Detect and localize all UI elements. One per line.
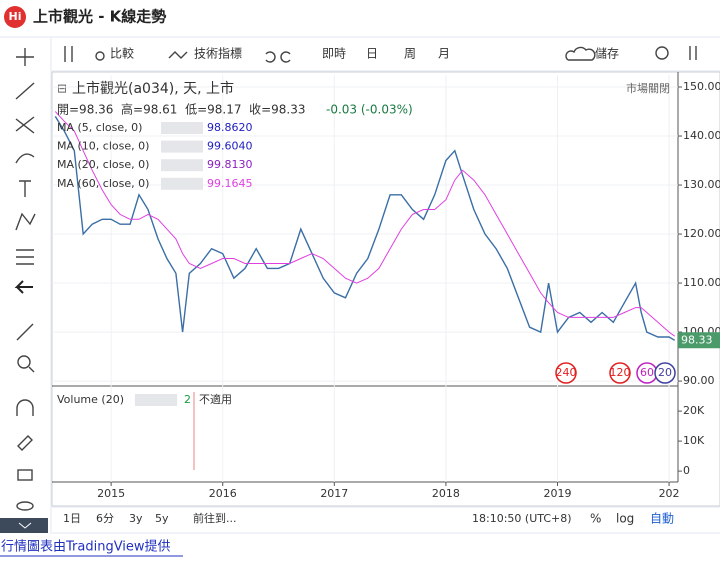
ohlc: 開=98.36 高=98.61 低=98.17 收=98.33 [57,102,306,117]
indicator-name: MA (60, close, 0) [57,177,149,190]
volume-value: 2 [184,393,191,406]
x-tick-label: 2015 [97,487,125,500]
ma-marker-label: 240 [556,366,577,379]
scale-option[interactable]: log [616,512,634,526]
page-title: 上市觀光 - K線走勢 [33,8,166,26]
y-tick-label: 140.00 [683,129,720,142]
price-label: 98.33 [681,333,713,346]
toolbar-button[interactable]: 比較 [110,46,134,61]
logo [4,6,26,28]
ma-marker-label: 20 [658,366,672,379]
series-line [54,111,675,337]
draw-tools[interactable] [14,48,36,511]
x-tick-label: 202 [659,487,680,500]
range-button[interactable]: 5y [155,512,169,525]
volume-title: Volume (20) [57,393,124,406]
price-box [678,332,720,349]
clock: 18:10:50 (UTC+8) [472,512,572,525]
range-button[interactable]: 3y [129,512,143,525]
indicator-value: 99.1645 [207,177,253,190]
ma-marker-label: 60 [640,366,654,379]
x-tick-label: 2018 [432,487,460,500]
y-tick-label: 150.00 [683,80,720,93]
x-tick-label: 2019 [543,487,571,500]
volume-controls[interactable] [135,394,177,406]
indicator-controls[interactable] [161,159,203,172]
range-button[interactable]: 1日 [63,512,81,525]
logo-text: Hi [9,10,22,23]
top-toolbar [52,38,720,70]
indicator-name: MA (20, close, 0) [57,158,149,171]
indicator-name: MA (5, close, 0) [57,121,142,134]
ma-marker-label: 120 [610,366,631,379]
toolbar-button[interactable]: 周 [404,47,416,61]
indicator-value: 99.6040 [207,140,253,153]
volume-note: 不適用 [199,392,232,406]
collapse-symbol: ⊟ [57,82,67,96]
x-tick-label: 2017 [320,487,348,500]
toolbar-button[interactable]: 日 [366,47,378,61]
toolbar-button[interactable]: 月 [438,47,450,61]
toolbar-button[interactable]: 技術指標 [194,46,242,61]
chart-area [51,71,720,507]
toolbar-icons [64,46,697,63]
scale-option[interactable]: 自動 [650,512,674,526]
y-tick-label: 0 [683,464,690,477]
y-tick-label: 130.00 [683,178,720,191]
y-tick-label: 20K [683,404,705,417]
ma-marker [654,362,676,384]
indicator-value: 98.8620 [207,121,253,134]
toolbar-button[interactable]: 儲存 [595,47,619,61]
range-button[interactable]: 前往到... [193,511,237,525]
y-tick-label: 120.00 [683,227,720,240]
symbol: 上市觀光(a034), 天, 上市 [72,80,234,97]
y-tick-label: 90.00 [683,374,715,387]
footer-link[interactable]: 行情圖表由TradingView提供 [1,539,171,555]
scale-option[interactable]: % [590,512,601,526]
market-status: 市場關閉 [626,81,670,95]
change: -0.03 (-0.03%) [326,103,413,117]
bottom-toolbar [52,508,720,532]
collapse-icon [18,522,32,529]
indicator-controls[interactable] [161,140,203,153]
toolbar-button[interactable]: 即時 [322,47,346,61]
series-line [54,116,676,341]
indicator-name: MA (10, close, 0) [57,140,149,153]
ma-marker [555,362,577,384]
collapse-button[interactable] [0,518,48,533]
indicator-controls[interactable] [161,122,203,134]
y-tick-label: 110.00 [683,276,720,289]
y-tick-label: 10K [683,434,705,447]
x-tick-label: 2016 [209,487,237,500]
range-button[interactable]: 6分 [96,512,114,525]
ma-marker [609,362,631,384]
indicator-controls[interactable] [161,177,203,190]
indicator-value: 99.8130 [207,158,253,171]
